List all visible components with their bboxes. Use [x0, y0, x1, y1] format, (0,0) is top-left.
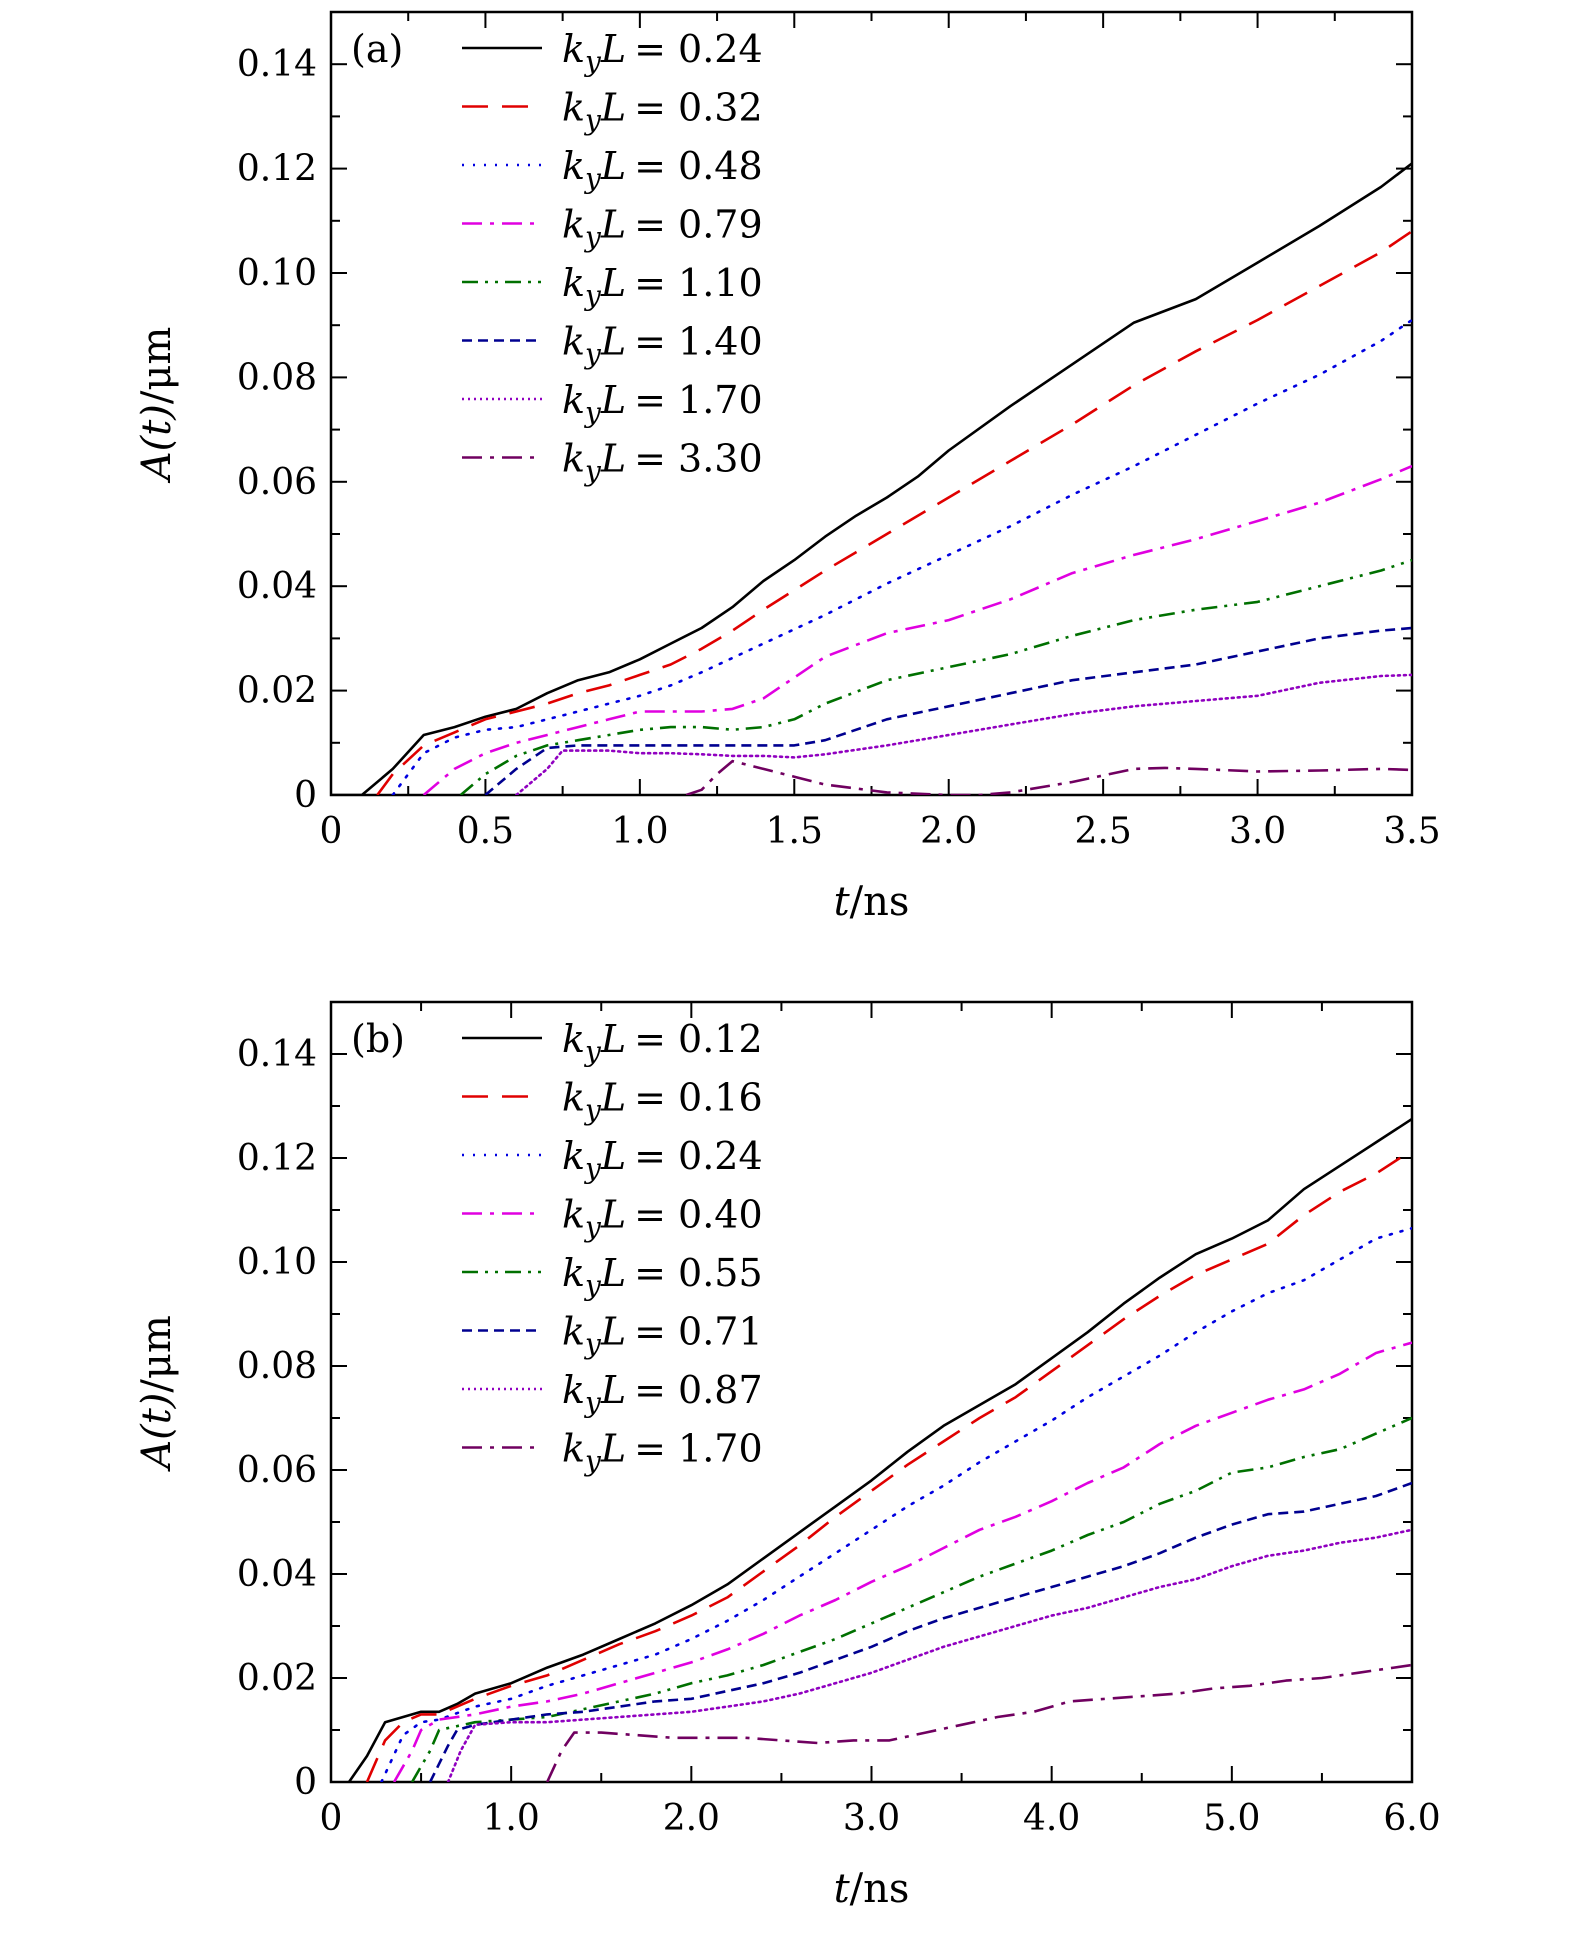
x-tick-label: 0.5 [457, 811, 514, 852]
x-axis-label: t/ns [834, 1866, 910, 1912]
x-tick-label: 5.0 [1203, 1798, 1260, 1839]
y-axis-unit: /μm [134, 327, 180, 404]
legend-label: kyL = 0.40 [562, 1193, 763, 1244]
y-tick-label: 0.10 [237, 1242, 317, 1283]
y-tick-label: 0.06 [237, 1450, 317, 1491]
series-line-0.32 [376, 230, 1412, 795]
y-tick-label: 0.02 [237, 671, 317, 712]
legend-label: kyL = 0.71 [562, 1310, 763, 1361]
x-tick-label: 1.0 [611, 811, 668, 852]
series-line-0.48 [391, 318, 1412, 795]
x-axis-variable: t [834, 1866, 851, 1912]
legend-label: kyL = 1.70 [562, 1427, 763, 1478]
series-line-1.40 [484, 626, 1412, 795]
y-tick-label: 0.08 [237, 1346, 317, 1387]
legend-label: kyL = 1.40 [562, 320, 763, 371]
legend-label: kyL = 1.70 [562, 378, 763, 429]
y-axis-variable: A(t) [134, 404, 180, 484]
series-line-0.40 [392, 1341, 1412, 1782]
legend-label: kyL = 0.16 [562, 1076, 763, 1127]
legend-label: kyL = 0.55 [562, 1251, 763, 1302]
series-line-0.24 [331, 162, 1412, 795]
x-tick-label: 4.0 [1023, 1798, 1080, 1839]
y-tick-label: 0.12 [237, 149, 317, 190]
series-line-1.70 [546, 1663, 1412, 1782]
series-line-0.71 [428, 1481, 1412, 1782]
panel-label: (b) [351, 1017, 405, 1061]
legend-label: kyL = 3.30 [562, 437, 763, 488]
panel-label: (a) [351, 27, 403, 71]
chart-panel-b: 0 1.0 2.0 3.0 4.0 5.0 6.0 0 0.02 0.04 0.06 0.08 0.10… [134, 1000, 1441, 1912]
y-tick-label: 0 [294, 775, 317, 816]
y-axis-label: A(t)/μm [134, 327, 180, 485]
y-tick-label: 0.12 [237, 1138, 317, 1179]
chart-panel-a: 0 0.5 1.0 1.5 2.0 2.5 3.0 3.5 0 0.02 0.04 0.06 0.08 0… [134, 10, 1441, 925]
x-tick-label: 6.0 [1383, 1798, 1440, 1839]
x-tick-label: 3.0 [1229, 811, 1286, 852]
y-tick-label: 0.04 [237, 1554, 317, 1595]
series-line-0.55 [410, 1416, 1412, 1782]
legend-label: kyL = 0.32 [562, 86, 763, 137]
y-tick-label: 0.02 [237, 1658, 317, 1699]
x-tick-label: 2.5 [1075, 811, 1132, 852]
plot-frame [329, 1000, 1414, 1784]
y-axis-variable: A(t) [134, 1393, 180, 1473]
series-line-1.70 [514, 673, 1412, 795]
x-axis-label: t/ns [834, 879, 910, 925]
series-line-3.30 [685, 759, 1412, 795]
x-axis-unit: /ns [850, 1866, 910, 1912]
legend-label: kyL = 0.12 [562, 1017, 763, 1068]
series-line-0.79 [422, 464, 1412, 795]
y-tick-label: 0.14 [237, 44, 317, 85]
x-tick-label: 0 [320, 1798, 343, 1839]
legend-label: kyL = 0.48 [562, 144, 763, 195]
x-tick-label: 3.5 [1383, 811, 1440, 852]
x-tick-label: 1.5 [766, 811, 823, 852]
series-line-0.12 [347, 1117, 1412, 1782]
series-line-0.16 [365, 1149, 1412, 1782]
x-tick-label: 2.0 [663, 1798, 720, 1839]
x-tick-label: 2.0 [920, 811, 977, 852]
series-line-1.10 [459, 558, 1412, 795]
y-axis-label: A(t)/μm [134, 1315, 180, 1473]
y-tick-label: 0.10 [237, 253, 317, 294]
plot-frame [329, 10, 1414, 797]
series-line-0.87 [446, 1528, 1412, 1782]
series-line-0.24 [380, 1226, 1412, 1782]
y-axis-unit: /μm [134, 1315, 180, 1392]
y-tick-label: 0.04 [237, 566, 317, 607]
legend-label: kyL = 0.87 [562, 1368, 763, 1419]
y-tick-label: 0 [294, 1762, 317, 1803]
y-tick-label: 0.06 [237, 462, 317, 503]
y-tick-label: 0.08 [237, 357, 317, 398]
x-tick-label: 3.0 [843, 1798, 900, 1839]
legend-label: kyL = 0.24 [562, 1134, 763, 1185]
x-tick-label: 0 [320, 811, 343, 852]
y-tick-label: 0.14 [237, 1034, 317, 1075]
legend-label: kyL = 1.10 [562, 261, 763, 312]
legend-label: kyL = 0.24 [562, 27, 763, 78]
x-axis-unit: /ns [850, 879, 910, 925]
legend-label: kyL = 0.79 [562, 203, 763, 254]
x-axis-variable: t [834, 879, 851, 925]
x-tick-label: 1.0 [483, 1798, 540, 1839]
